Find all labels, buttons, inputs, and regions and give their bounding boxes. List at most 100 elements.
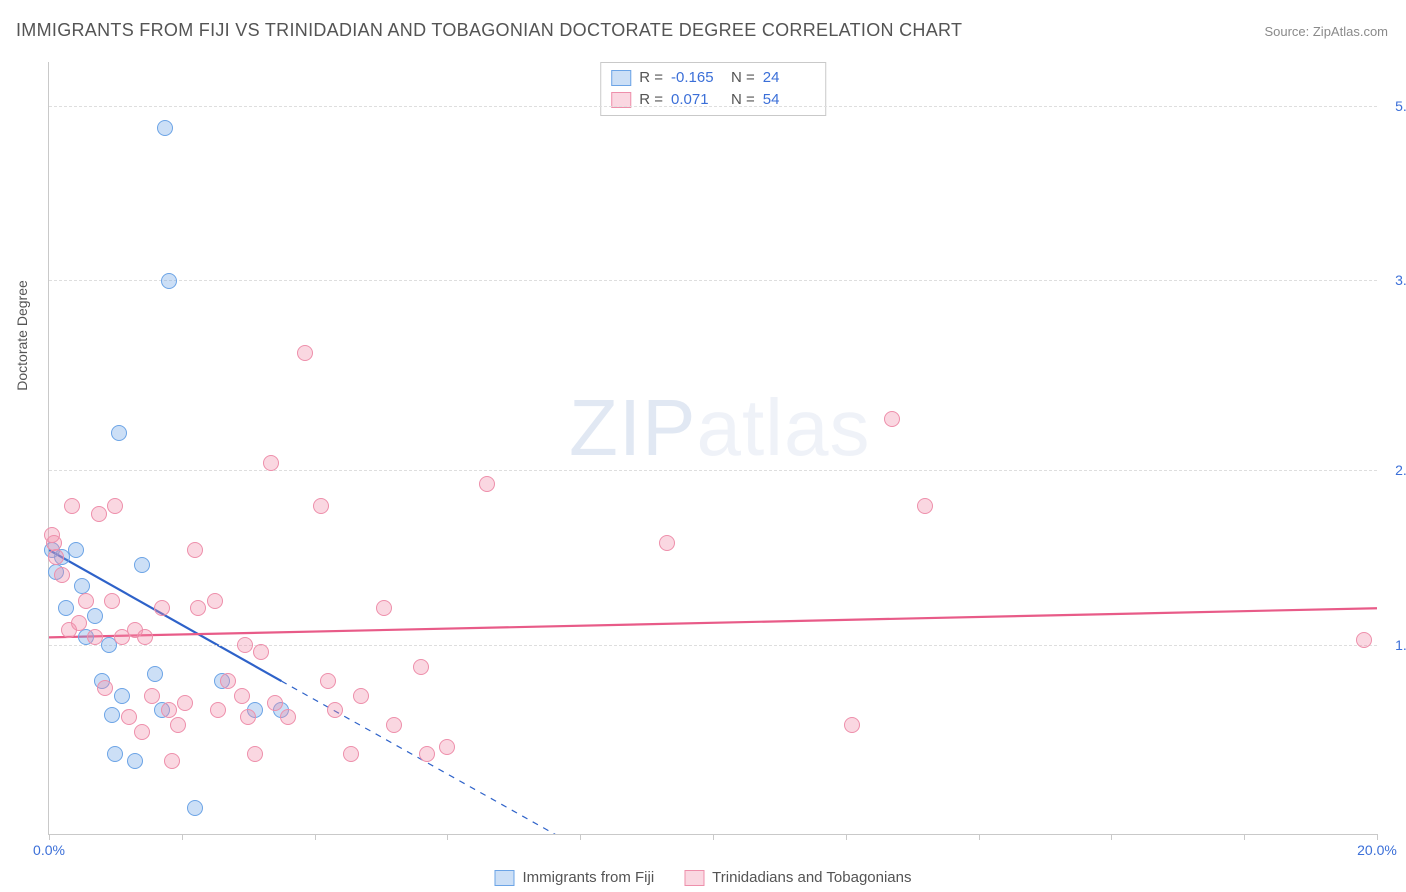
trinidad-point bbox=[884, 411, 900, 427]
fiji-point bbox=[58, 600, 74, 616]
trinidad-point bbox=[267, 695, 283, 711]
legend-label: Trinidadians and Tobagonians bbox=[712, 869, 911, 886]
fiji-point bbox=[74, 578, 90, 594]
trinidad-point bbox=[280, 709, 296, 725]
fiji-swatch bbox=[494, 870, 514, 886]
x-tick bbox=[1111, 834, 1112, 840]
scatter-plot: ZIPatlas R =-0.165N =24R =0.071N =54 1.3… bbox=[48, 62, 1377, 835]
gridline bbox=[49, 470, 1377, 471]
trinidad-point bbox=[97, 680, 113, 696]
n-value: 54 bbox=[763, 89, 815, 111]
trinidad-point bbox=[170, 717, 186, 733]
legend-item-trinidad: Trinidadians and Tobagonians bbox=[684, 869, 911, 886]
trinidad-point bbox=[240, 709, 256, 725]
r-label: R = bbox=[639, 89, 663, 111]
gridline bbox=[49, 280, 1377, 281]
n-value: 24 bbox=[763, 67, 815, 89]
fiji-point bbox=[87, 608, 103, 624]
trinidad-point bbox=[187, 542, 203, 558]
watermark: ZIPatlas bbox=[569, 382, 870, 474]
trinidad-point bbox=[247, 746, 263, 762]
x-tick bbox=[713, 834, 714, 840]
trinidad-point bbox=[107, 498, 123, 514]
fiji-point bbox=[147, 666, 163, 682]
fiji-point bbox=[111, 425, 127, 441]
trinidad-point bbox=[1356, 632, 1372, 648]
trinidad-point bbox=[71, 615, 87, 631]
trinidad-point bbox=[659, 535, 675, 551]
x-tick bbox=[979, 834, 980, 840]
source-label: Source: ZipAtlas.com bbox=[1264, 24, 1388, 39]
trinidad-point bbox=[917, 498, 933, 514]
fiji-point bbox=[157, 120, 173, 136]
trinidad-point bbox=[121, 709, 137, 725]
trinidad-point bbox=[297, 345, 313, 361]
trinidad-point bbox=[220, 673, 236, 689]
x-tick-label: 0.0% bbox=[33, 842, 65, 858]
y-tick-label: 3.8% bbox=[1383, 272, 1406, 288]
y-tick-label: 1.3% bbox=[1383, 637, 1406, 653]
legend-item-fiji: Immigrants from Fiji bbox=[494, 869, 654, 886]
r-value: -0.165 bbox=[671, 67, 723, 89]
trinidad-point bbox=[263, 455, 279, 471]
r-label: R = bbox=[639, 67, 663, 89]
trinidad-point bbox=[144, 688, 160, 704]
trinidad-point bbox=[54, 567, 70, 583]
trinidad-point bbox=[353, 688, 369, 704]
trinidad-point bbox=[104, 593, 120, 609]
fiji-point bbox=[114, 688, 130, 704]
x-tick-label: 20.0% bbox=[1357, 842, 1397, 858]
trinidad-point bbox=[413, 659, 429, 675]
trinidad-point bbox=[210, 702, 226, 718]
trinidad-point bbox=[386, 717, 402, 733]
x-tick bbox=[580, 834, 581, 840]
y-axis-label: Doctorate Degree bbox=[14, 280, 30, 391]
x-tick bbox=[1377, 834, 1378, 840]
x-tick bbox=[49, 834, 50, 840]
stats-row-trinidad: R = 0.071 N = 54 bbox=[611, 89, 815, 111]
page-title: IMMIGRANTS FROM FIJI VS TRINIDADIAN AND … bbox=[16, 20, 962, 41]
fiji-point bbox=[127, 753, 143, 769]
trinidad-point bbox=[320, 673, 336, 689]
fiji-point bbox=[134, 557, 150, 573]
trinidad-point bbox=[419, 746, 435, 762]
trinidad-point bbox=[64, 498, 80, 514]
trinidad-point bbox=[439, 739, 455, 755]
trinidad-point bbox=[137, 629, 153, 645]
legend-label: Immigrants from Fiji bbox=[522, 869, 654, 886]
fiji-point bbox=[68, 542, 84, 558]
trinidad-point bbox=[343, 746, 359, 762]
trinidad-point bbox=[161, 702, 177, 718]
trinidad-point bbox=[234, 688, 250, 704]
trinidad-point bbox=[87, 629, 103, 645]
trinidad-point bbox=[844, 717, 860, 733]
fiji-point bbox=[107, 746, 123, 762]
trinidad-point bbox=[78, 593, 94, 609]
n-label: N = bbox=[731, 67, 755, 89]
trinidad-point bbox=[376, 600, 392, 616]
fiji-swatch bbox=[611, 70, 631, 86]
trinidad-point bbox=[91, 506, 107, 522]
stats-legend: R = -0.165 N = 24 R = 0.071 N = 54 bbox=[600, 62, 826, 116]
r-value: 0.071 bbox=[671, 89, 723, 111]
x-tick bbox=[315, 834, 316, 840]
trinidad-point bbox=[177, 695, 193, 711]
y-tick-label: 2.5% bbox=[1383, 462, 1406, 478]
x-tick bbox=[846, 834, 847, 840]
trinidad-point bbox=[190, 600, 206, 616]
n-label: N = bbox=[731, 89, 755, 111]
trinidad-point bbox=[207, 593, 223, 609]
y-tick-label: 5.0% bbox=[1383, 98, 1406, 114]
trinidad-point bbox=[134, 724, 150, 740]
trinidad-point bbox=[164, 753, 180, 769]
x-tick bbox=[182, 834, 183, 840]
gridline bbox=[49, 106, 1377, 107]
trinidad-point bbox=[48, 549, 64, 565]
fiji-point bbox=[104, 707, 120, 723]
trinidad-point bbox=[313, 498, 329, 514]
trinidad-point bbox=[154, 600, 170, 616]
series-legend: Immigrants from Fiji Trinidadians and Tob… bbox=[494, 869, 911, 886]
trinidad-swatch bbox=[684, 870, 704, 886]
trinidad-point bbox=[479, 476, 495, 492]
trinidad-point bbox=[327, 702, 343, 718]
